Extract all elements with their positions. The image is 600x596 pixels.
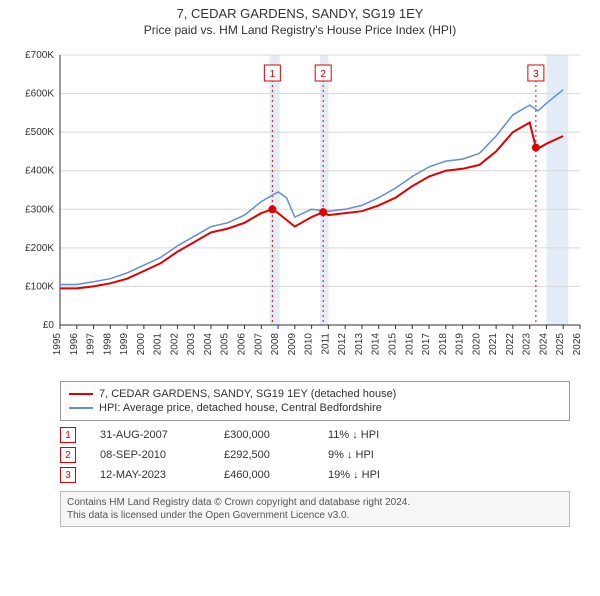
marker-badge: 2 [60,447,76,463]
marker-diff: 9% ↓ HPI [328,449,418,461]
legend-item: HPI: Average price, detached house, Cent… [69,402,561,414]
legend-item: 7, CEDAR GARDENS, SANDY, SG19 1EY (detac… [69,388,561,400]
chart-title: 7, CEDAR GARDENS, SANDY, SG19 1EY [0,6,600,21]
legend-label: 7, CEDAR GARDENS, SANDY, SG19 1EY (detac… [99,388,396,400]
svg-text:2010: 2010 [304,333,315,356]
marker-date: 12-MAY-2023 [100,469,200,481]
marker-price: £460,000 [224,469,304,481]
legend-swatch [69,407,93,409]
svg-text:£300K: £300K [25,204,54,215]
svg-text:£100K: £100K [25,281,54,292]
svg-text:2014: 2014 [371,333,382,356]
svg-text:1999: 1999 [119,333,130,356]
footer-line-1: Contains HM Land Registry data © Crown c… [67,496,563,509]
svg-text:1998: 1998 [102,333,113,356]
sale-marker-table: 1 31-AUG-2007 £300,000 11% ↓ HPI 2 08-SEP-201… [60,427,570,483]
svg-text:2026: 2026 [572,333,583,356]
legend-swatch [69,393,93,395]
svg-text:2023: 2023 [522,333,533,356]
marker-date: 08-SEP-2010 [100,449,200,461]
svg-text:2006: 2006 [237,333,248,356]
svg-text:2021: 2021 [488,333,499,356]
svg-text:2011: 2011 [320,333,331,355]
svg-text:2017: 2017 [421,333,432,356]
svg-text:£0: £0 [43,320,55,331]
svg-text:2: 2 [320,69,326,80]
svg-text:2020: 2020 [471,333,482,356]
footer-line-2: This data is licensed under the Open Gov… [67,509,563,522]
marker-badge: 1 [60,427,76,443]
svg-text:2008: 2008 [270,333,281,356]
svg-text:2002: 2002 [169,333,180,356]
svg-text:2012: 2012 [337,333,348,356]
svg-text:2007: 2007 [253,333,264,356]
svg-text:2004: 2004 [203,333,214,356]
legend: 7, CEDAR GARDENS, SANDY, SG19 1EY (detac… [60,381,570,421]
svg-text:2019: 2019 [455,333,466,356]
price-chart: £0 £100K £200K £300K £400K £500K £600K £700K 199… [0,45,600,375]
svg-text:1: 1 [270,69,276,80]
sale-marker-row: 2 08-SEP-2010 £292,500 9% ↓ HPI [60,447,570,463]
marker-diff: 11% ↓ HPI [328,429,418,441]
svg-text:2013: 2013 [354,333,365,356]
svg-text:2022: 2022 [505,333,516,356]
svg-text:2000: 2000 [136,333,147,356]
marker-price: £292,500 [224,449,304,461]
svg-text:£500K: £500K [25,127,54,138]
svg-text:2024: 2024 [538,333,549,356]
svg-text:2018: 2018 [438,333,449,356]
svg-text:2009: 2009 [287,333,298,356]
svg-text:£400K: £400K [25,166,54,177]
sale-marker-row: 1 31-AUG-2007 £300,000 11% ↓ HPI [60,427,570,443]
svg-text:2025: 2025 [555,333,566,356]
marker-badge: 3 [60,467,76,483]
svg-text:2003: 2003 [186,333,197,356]
svg-text:2005: 2005 [220,333,231,356]
legend-label: HPI: Average price, detached house, Cent… [99,402,382,414]
svg-text:£200K: £200K [25,243,54,254]
sale-marker-row: 3 12-MAY-2023 £460,000 19% ↓ HPI [60,467,570,483]
svg-text:2001: 2001 [153,333,164,356]
svg-text:1995: 1995 [52,333,63,356]
svg-text:£600K: £600K [25,89,54,100]
svg-text:3: 3 [533,69,539,80]
attribution-footer: Contains HM Land Registry data © Crown c… [60,491,570,527]
svg-text:1996: 1996 [69,333,80,356]
marker-date: 31-AUG-2007 [100,429,200,441]
svg-text:2015: 2015 [387,333,398,356]
marker-price: £300,000 [224,429,304,441]
chart-subtitle: Price paid vs. HM Land Registry's House … [0,23,600,37]
marker-diff: 19% ↓ HPI [328,469,418,481]
svg-text:£700K: £700K [25,50,54,61]
svg-text:2016: 2016 [404,333,415,356]
svg-text:1997: 1997 [86,333,97,356]
chart-container: £0 £100K £200K £300K £400K £500K £600K £700K 199… [0,45,600,375]
